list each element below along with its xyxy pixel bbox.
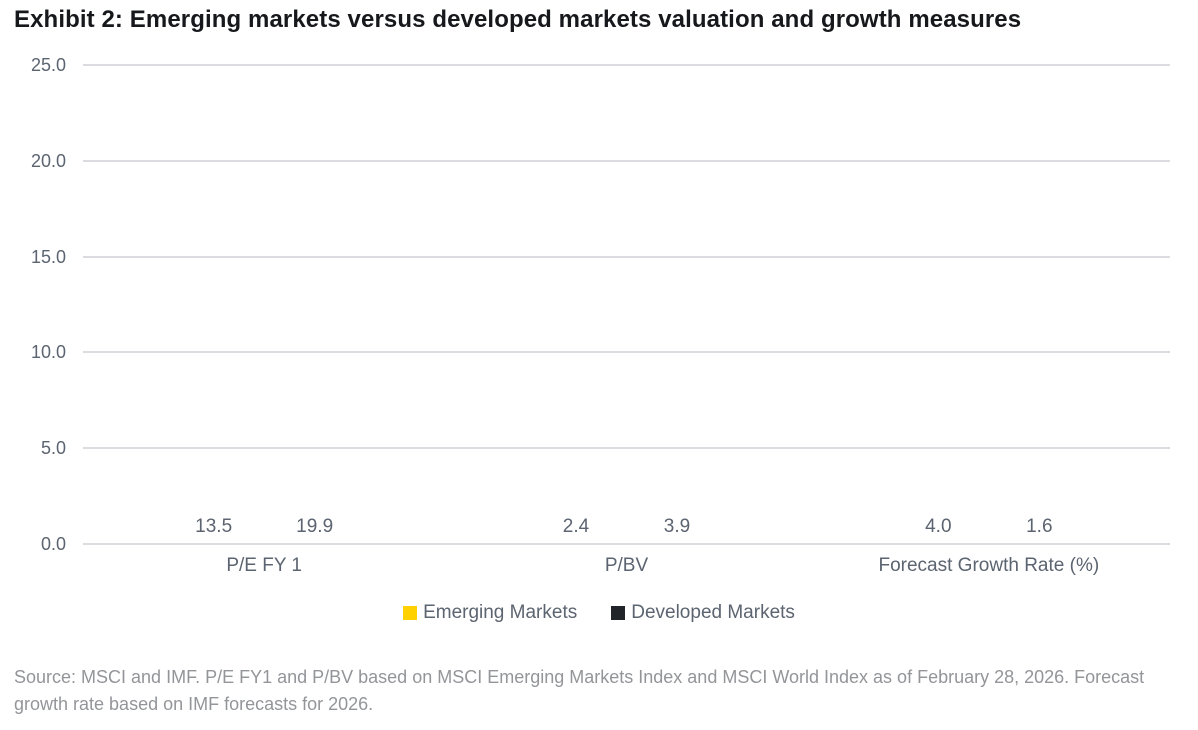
x-category-label: Forecast Growth Rate (%): [878, 555, 1100, 576]
gridline: [83, 64, 1170, 66]
legend-label: Emerging Markets: [423, 602, 578, 623]
legend-label: Developed Markets: [631, 602, 795, 623]
x-category-label: P/E FY 1: [226, 555, 302, 576]
y-tick-label: 10.0: [30, 342, 66, 363]
bar-value-label: 13.5: [195, 516, 233, 537]
source-note: Source: MSCI and IMF. P/E FY1 and P/BV b…: [14, 667, 1145, 714]
gridline: [83, 351, 1170, 354]
legend-item-developed-markets: Developed Markets: [611, 603, 795, 622]
legend-swatch-icon: [403, 605, 418, 620]
gridline: [83, 447, 1170, 450]
chart-title: Exhibit 2: Emerging markets versus devel…: [14, 6, 1022, 33]
bar-value-label: 4.0: [925, 516, 952, 537]
y-tick-label: 5.0: [40, 438, 66, 459]
bar-value-label: 19.9: [296, 516, 334, 537]
y-tick-label: 0.0: [40, 534, 66, 554]
y-tick-label: 15.0: [30, 246, 66, 267]
legend-swatch-icon: [611, 605, 626, 620]
y-tick-label: 25.0: [30, 55, 66, 75]
bar-value-label: 3.9: [663, 516, 691, 537]
y-axis: 0.0 5.0 10.0 15.0 20.0 25.0: [0, 56, 66, 553]
gridline: [83, 159, 1170, 162]
plot-area: 13.5 19.9 2.4 3.9 4.0 1.6: [83, 64, 1170, 545]
legend-item-emerging-markets: Emerging Markets: [403, 603, 577, 622]
bar-value-label: 1.6: [1026, 516, 1053, 537]
gridline: [83, 543, 1170, 545]
x-axis: P/E FY 1 P/BV Forecast Growth Rate (%): [83, 555, 1170, 580]
legend: Emerging Markets Developed Markets: [0, 603, 1198, 622]
y-tick-label: 20.0: [30, 150, 66, 171]
x-category-label: P/BV: [604, 555, 649, 576]
gridline: [83, 255, 1170, 258]
bar-value-label: 2.4: [562, 516, 590, 537]
